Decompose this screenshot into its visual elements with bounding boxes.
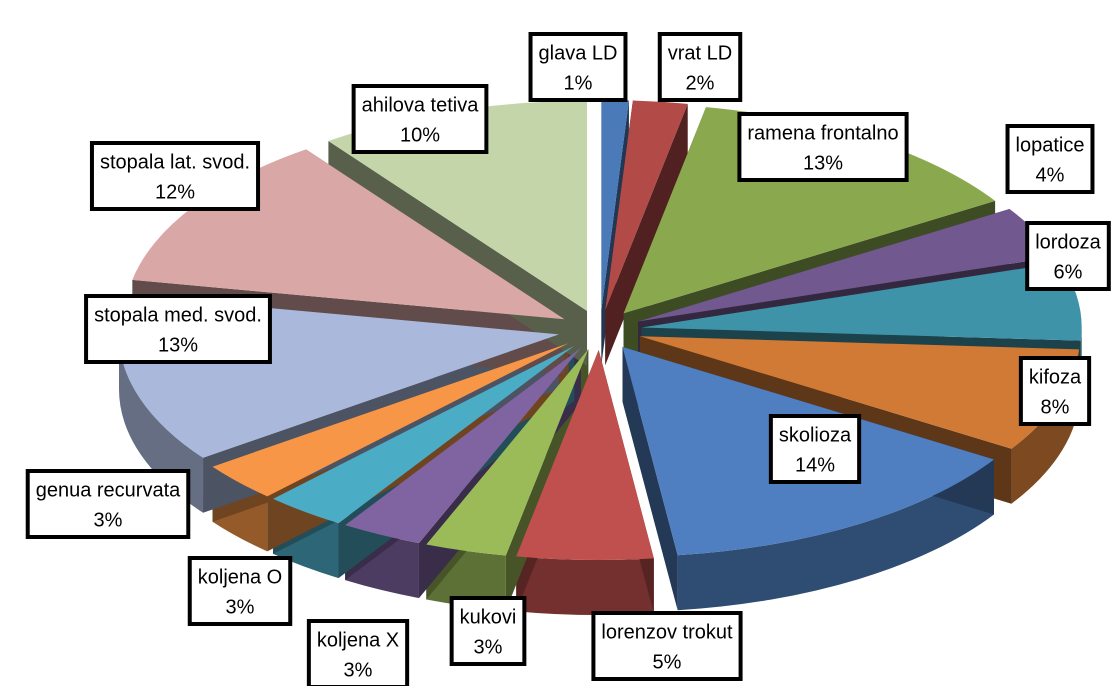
label-name: ramena frontalno [747,122,898,144]
label-name: lorenzov trokut [601,621,733,643]
slice [212,343,569,497]
label-name: kukovi [460,606,517,628]
label-name: stopala med. svod. [94,304,262,326]
label-name: koljena O [198,566,283,588]
slice-side [516,556,654,616]
data-label: vrat LD 2% [657,32,743,102]
label-name: ahilova tetiva [362,94,480,116]
slice-side [119,334,204,513]
slice-wall [622,346,678,611]
slice [639,336,1080,449]
slice [641,262,1082,341]
label-box [306,619,410,686]
data-label: lopatice 4% [1005,124,1095,194]
data-label: stopala lat. svod. 12% [89,141,261,211]
label-box [768,414,862,484]
slice-side [1011,349,1080,504]
slice [345,347,581,544]
slice [426,349,589,556]
data-label: ahilova tetiva 10% [351,84,489,154]
data-label: koljena X 3% [306,619,410,686]
label-box [351,84,489,154]
data-label: kukovi 3% [449,596,527,666]
slice [601,99,629,310]
slice [605,100,688,311]
label-value: 2% [686,72,715,94]
label-name: kifoza [1029,366,1082,388]
label-value: 4% [1036,164,1065,186]
data-label: ramena frontalno 13% [737,112,909,182]
slice-wall [605,103,688,366]
label-box [1005,124,1095,194]
slice [638,208,1057,322]
label-name: genua recurvata [36,479,181,501]
label-box [1018,356,1092,426]
label-name: vrat LD [668,42,732,64]
data-label: stopala med. svod. 13% [84,294,272,364]
slice [516,350,654,561]
label-box [591,611,743,681]
label-box [89,141,261,211]
label-name: skolioza [779,424,852,446]
label-value: 1% [564,72,593,94]
label-box [1025,221,1111,291]
label-value: 3% [474,636,503,658]
label-value: 3% [226,596,255,618]
label-name: lordoza [1035,231,1101,253]
label-value: 14% [795,454,835,476]
label-name: lopatice [1016,134,1085,156]
label-box [187,556,293,626]
data-label: koljena O 3% [187,556,293,626]
data-label: lordoza 6% [1025,221,1111,291]
label-value: 8% [1041,396,1070,418]
data-label: glava LD 1% [528,32,628,102]
label-name: koljena X [317,629,399,651]
label-box [449,596,527,666]
label-value: 13% [158,334,198,356]
label-name: glava LD [539,42,618,64]
label-box [657,32,743,102]
label-box [528,32,628,102]
label-value: 13% [803,152,843,174]
label-box [737,112,909,182]
label-value: 3% [94,509,123,531]
label-box [25,469,191,539]
data-label: kifoza 8% [1018,356,1092,426]
label-value: 5% [653,651,682,673]
label-value: 6% [1054,261,1083,283]
data-label: genua recurvata 3% [25,469,191,539]
label-value: 3% [344,659,373,681]
label-box [84,294,272,364]
slice [273,345,575,524]
label-value: 12% [155,181,195,203]
data-label: skolioza 14% [768,414,862,484]
slice-side [677,459,995,611]
data-label: lorenzov trokut 5% [591,611,743,681]
label-value: 10% [400,124,440,146]
label-name: stopala lat. svod. [100,151,250,173]
